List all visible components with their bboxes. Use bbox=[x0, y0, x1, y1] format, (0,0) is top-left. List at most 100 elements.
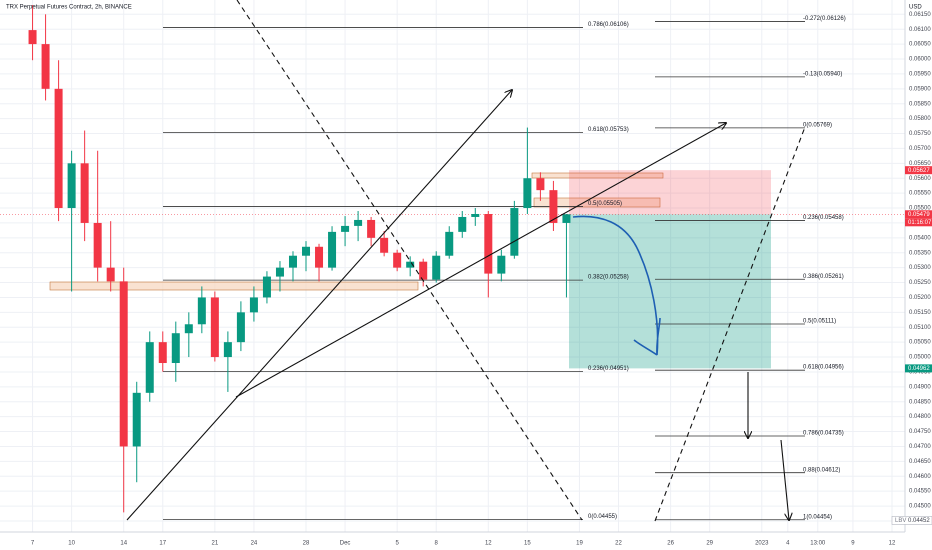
chart-title: TRX Perpetual Futures Contract, 2h, BINA… bbox=[6, 5, 132, 11]
dashed-line bbox=[236, 0, 583, 521]
fib-label: 0.618(0.04956) bbox=[803, 365, 844, 371]
candle-body bbox=[145, 342, 154, 393]
y-tick-label: 0.04700 bbox=[909, 444, 931, 450]
price-tag-label: 0.04962 bbox=[908, 366, 930, 372]
candle-body bbox=[432, 255, 441, 280]
candle-body bbox=[536, 178, 545, 191]
x-tick-label: 21 bbox=[212, 541, 219, 547]
candle-body bbox=[197, 297, 206, 325]
candle-body bbox=[510, 208, 519, 256]
fib-label: 0.786(0.06106) bbox=[588, 22, 629, 28]
x-tick-label: 17 bbox=[159, 541, 166, 547]
y-tick-label: 0.05050 bbox=[909, 340, 931, 346]
y-tick-label: 0.05100 bbox=[909, 325, 931, 331]
y-tick-label: 0.05400 bbox=[909, 235, 931, 241]
candle-body bbox=[106, 267, 115, 282]
candle-body bbox=[341, 225, 350, 232]
y-tick-label: 0.05200 bbox=[909, 295, 931, 301]
candle-body bbox=[28, 30, 37, 45]
candle-body bbox=[262, 276, 271, 298]
fib-label: 0.5(0.05111) bbox=[803, 319, 836, 325]
y-tick-label: 0.05600 bbox=[909, 176, 931, 182]
fib-label: 0.382(0.05258) bbox=[588, 275, 629, 281]
y-tick-label: 0.04500 bbox=[909, 504, 931, 510]
fib-label: 0.786(0.04735) bbox=[803, 431, 844, 437]
y-tick-label: 0.05800 bbox=[909, 116, 931, 122]
fib-label: 0.88(0.04612) bbox=[803, 467, 840, 473]
y-tick-label: 0.05850 bbox=[909, 101, 931, 107]
price-tag bbox=[905, 210, 932, 219]
y-tick-label: 0.05900 bbox=[909, 86, 931, 92]
down-arrow bbox=[780, 439, 789, 520]
candle-body bbox=[54, 88, 63, 209]
projection-path bbox=[572, 215, 661, 356]
price-tag bbox=[905, 364, 932, 373]
candle-body bbox=[249, 297, 258, 313]
fib-label: 0.5(0.05505) bbox=[588, 201, 622, 207]
candle-body bbox=[184, 324, 193, 334]
price-tag-label: 0.05479 bbox=[908, 212, 930, 218]
y-tick-label: 0.05250 bbox=[909, 280, 931, 286]
countdown-bg bbox=[905, 218, 932, 227]
y-tick-label: 0.04750 bbox=[909, 429, 931, 435]
x-tick-label: 13:00 bbox=[810, 541, 826, 547]
zone bbox=[531, 172, 664, 179]
x-tick-label: 12 bbox=[889, 541, 896, 547]
x-tick-label: 4 bbox=[786, 541, 790, 547]
y-tick-label: 0.06150 bbox=[909, 12, 931, 18]
candle-body bbox=[223, 342, 232, 358]
y-tick-label: 0.04800 bbox=[909, 414, 931, 420]
x-tick-label: 8 bbox=[435, 541, 439, 547]
y-tick-label: 0.05350 bbox=[909, 250, 931, 256]
candle-body bbox=[328, 231, 337, 268]
y-tick-label: 0.04650 bbox=[909, 459, 931, 465]
x-tick-label: 10 bbox=[68, 541, 75, 547]
x-tick-label: 29 bbox=[706, 541, 713, 547]
y-tick-label: 0.04550 bbox=[909, 489, 931, 495]
price-tag bbox=[905, 166, 932, 175]
time-axis bbox=[0, 532, 932, 550]
zones bbox=[49, 172, 664, 291]
y-tick-label: 0.06050 bbox=[909, 42, 931, 48]
trend-arrow bbox=[235, 123, 726, 398]
candle-body bbox=[302, 246, 311, 256]
y-tick-label: 0.05700 bbox=[909, 146, 931, 152]
position bbox=[0, 170, 905, 369]
candle-body bbox=[497, 255, 506, 274]
candle-body bbox=[354, 219, 363, 226]
candle-body bbox=[523, 178, 532, 209]
fib-label: 0.236(0.04951) bbox=[588, 366, 629, 372]
candle-body bbox=[393, 252, 402, 268]
candle-body bbox=[406, 261, 415, 268]
price-axis bbox=[905, 0, 932, 550]
x-tick-label: 24 bbox=[251, 541, 258, 547]
fib-label: 1(0.04454) bbox=[803, 514, 832, 520]
fib-label: 0(0.05769) bbox=[803, 122, 832, 128]
y-tick-label: 0.04950 bbox=[909, 370, 931, 376]
x-tick-label: 5 bbox=[395, 541, 399, 547]
x-tick-label: 9 bbox=[851, 541, 855, 547]
candle-body bbox=[236, 312, 245, 343]
x-tick-label: 2023 bbox=[755, 541, 769, 547]
candle-body bbox=[288, 255, 297, 268]
candle-body bbox=[171, 333, 180, 364]
y-tick-label: 0.06100 bbox=[909, 27, 931, 33]
zone bbox=[49, 281, 419, 291]
y-tick-label: 0.04900 bbox=[909, 384, 931, 390]
candle-body bbox=[119, 281, 128, 447]
fib-label: 0.236(0.05458) bbox=[803, 215, 844, 221]
y-tick-label: 0.05950 bbox=[909, 71, 931, 77]
candles bbox=[28, 5, 571, 513]
x-tick-label: 15 bbox=[524, 541, 531, 547]
y-tick-label: 0.05550 bbox=[909, 191, 931, 197]
x-tick-label: 14 bbox=[120, 541, 127, 547]
candle-body bbox=[471, 213, 480, 217]
candle-body bbox=[67, 163, 76, 209]
currency: USD bbox=[909, 5, 922, 11]
y-tick-label: 0.05150 bbox=[909, 310, 931, 316]
candle-body bbox=[315, 246, 324, 268]
candle-body bbox=[445, 231, 454, 256]
axes: 0.044500.045000.045500.046000.046500.047… bbox=[31, 12, 932, 547]
price-tag-label: 0.05627 bbox=[908, 168, 930, 174]
candle-body bbox=[562, 214, 571, 223]
